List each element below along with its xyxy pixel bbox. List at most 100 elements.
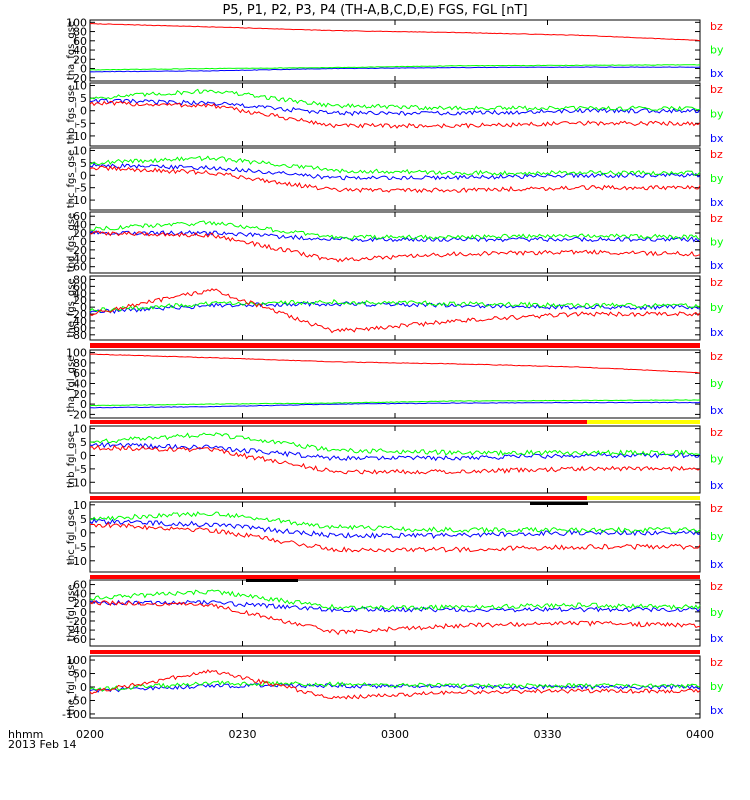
legend-bx: bx: [710, 196, 724, 209]
series-line-by: [89, 64, 701, 71]
y-tick-label: -10: [69, 194, 87, 207]
legend-bx: bx: [710, 132, 724, 145]
legend-bz: bz: [710, 212, 723, 225]
legend-bx: bx: [710, 632, 724, 645]
x-tick-label: 0230: [229, 728, 257, 741]
y-axis-label: thb_fgl_gse: [66, 431, 77, 488]
legend-bx: bx: [710, 704, 724, 717]
series-line-bz: [89, 521, 701, 553]
y-tick-label: -80: [69, 329, 87, 342]
y-tick-label: 5: [80, 157, 87, 170]
series-line-by: [89, 432, 700, 457]
y-axis-label: thb_fgs_gse: [66, 85, 77, 144]
y-tick-label: 40: [73, 287, 87, 300]
series-line-bz: [89, 669, 701, 700]
y-tick-label: 0: [80, 449, 87, 462]
panel-frame: [89, 579, 701, 647]
legend-bz: bz: [710, 350, 723, 363]
legend-by: by: [710, 453, 724, 466]
y-tick-label: 60: [73, 367, 87, 380]
y-axis-label: tha_fgl_gse: [66, 356, 77, 413]
y-tick-label: -60: [69, 261, 87, 274]
y-axis-label: tha_fgs_gse: [66, 21, 77, 80]
series-line-bx: [89, 98, 701, 117]
y-tick-label: 40: [73, 44, 87, 57]
y-tick-label: 60: [73, 210, 87, 223]
y-axis-label: thc_fgs_gse: [66, 150, 77, 209]
series-line-bx: [89, 682, 701, 693]
legend-by: by: [710, 108, 724, 121]
y-axis-label: thd_fgs_gse: [66, 213, 77, 272]
legend-by: by: [710, 301, 724, 314]
legend-bz: bz: [710, 426, 723, 439]
legend-bz: bz: [710, 20, 723, 33]
y-tick-label: -60: [69, 633, 87, 646]
y-tick-label: 20: [73, 294, 87, 307]
series-line-bx: [89, 441, 701, 462]
status-bar: [587, 420, 700, 424]
y-tick-label: -10: [69, 476, 87, 489]
legend-bx: bx: [710, 558, 724, 571]
y-tick-label: 5: [80, 92, 87, 105]
status-marker: [246, 579, 298, 582]
time-units-label: hhmm: [8, 728, 43, 741]
y-tick-label: -5: [76, 117, 87, 130]
y-tick-label: -5: [76, 541, 87, 554]
y-axis-label: thc_fgl_gse: [66, 509, 77, 565]
series-line-by: [89, 88, 701, 112]
y-tick-label: 100: [66, 16, 87, 29]
panel-frame: [89, 211, 701, 274]
status-bar: [90, 420, 587, 424]
status-bar: [90, 496, 587, 500]
y-axis-label: the_fgs_gse: [66, 278, 77, 337]
y-tick-label: -10: [69, 130, 87, 143]
series-line-bx: [89, 518, 701, 540]
legend-by: by: [710, 236, 724, 249]
y-tick-label: 40: [73, 219, 87, 232]
y-tick-label: 20: [73, 53, 87, 66]
series-line-bz: [89, 288, 701, 334]
legend-bz: bz: [710, 83, 723, 96]
legend-by: by: [710, 377, 724, 390]
y-tick-label: -5: [76, 463, 87, 476]
panel-frame: [89, 19, 701, 82]
legend-bx: bx: [710, 326, 724, 339]
y-tick-label: 0: [80, 63, 87, 76]
y-tick-label: 60: [73, 280, 87, 293]
y-tick-label: 0: [80, 398, 87, 411]
y-tick-label: 20: [73, 597, 87, 610]
y-tick-label: 20: [73, 227, 87, 240]
y-tick-label: 80: [73, 357, 87, 370]
y-tick-label: 20: [73, 388, 87, 401]
series-line-by: [89, 680, 701, 692]
legend-bz: bz: [710, 580, 723, 593]
y-tick-label: -60: [69, 322, 87, 335]
y-tick-label: 100: [66, 347, 87, 360]
y-tick-label: -100: [62, 708, 87, 721]
x-tick-label: 0400: [686, 728, 714, 741]
legend-bx: bx: [710, 259, 724, 272]
y-tick-label: -5: [76, 182, 87, 195]
series-line-by: [89, 511, 701, 534]
series-line-bx: [89, 66, 701, 73]
y-tick-label: 5: [80, 436, 87, 449]
y-tick-label: 10: [73, 144, 87, 157]
status-bar: [90, 650, 700, 654]
legend-by: by: [710, 530, 724, 543]
x-tick-label: 0330: [534, 728, 562, 741]
date-label: 2013 Feb 14: [8, 738, 76, 751]
series-line-by: [89, 399, 701, 407]
y-tick-label: 10: [73, 80, 87, 93]
x-tick-label: 0300: [381, 728, 409, 741]
status-bar: [90, 343, 700, 348]
